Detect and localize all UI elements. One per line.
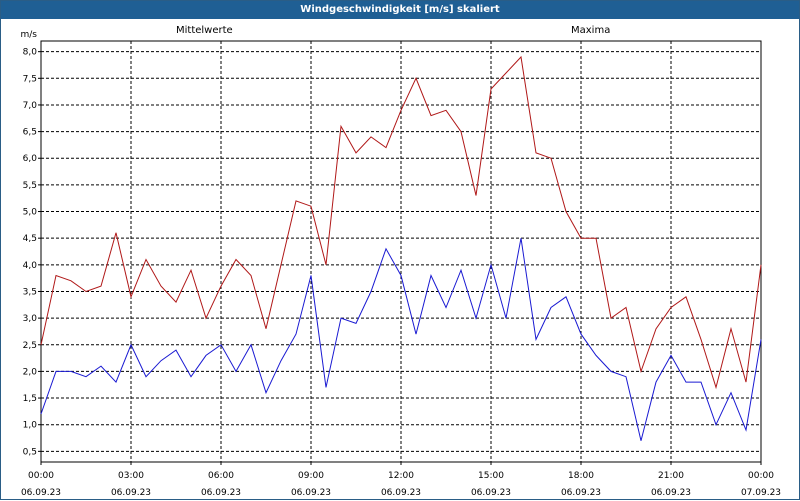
legend-mittelwerte: Mittelwerte xyxy=(176,25,233,36)
x-tick-time-label: 03:00 xyxy=(118,471,144,481)
x-tick-date-label: 06.09.23 xyxy=(111,488,151,498)
y-tick-label: 0,5 xyxy=(23,447,37,457)
y-tick-label: 2,5 xyxy=(23,341,37,351)
x-tick-time-label: 12:00 xyxy=(388,471,414,481)
x-tick-time-label: 00:00 xyxy=(28,471,54,481)
y-tick-label: 5,5 xyxy=(23,181,37,191)
y-tick-label: 1,0 xyxy=(23,421,38,431)
x-tick-time-label: 00:00 xyxy=(748,471,774,481)
x-tick-time-label: 21:00 xyxy=(658,471,684,481)
x-tick-date-label: 07.09.23 xyxy=(741,488,781,498)
y-tick-label: 6,5 xyxy=(23,128,37,138)
x-tick-date-label: 06.09.23 xyxy=(471,488,511,498)
x-tick-time-label: 18:00 xyxy=(568,471,594,481)
x-tick-date-label: 06.09.23 xyxy=(651,488,691,498)
y-tick-label: 4,0 xyxy=(23,261,38,271)
series-line-maxima xyxy=(40,55,762,390)
y-tick-label: 5,0 xyxy=(23,208,38,218)
x-tick-date-label: 06.09.23 xyxy=(381,488,421,498)
chart-title: Windgeschwindigkeit [m/s] skaliert xyxy=(1,1,799,19)
x-tick-time-label: 15:00 xyxy=(478,471,504,481)
legend-maxima: Maxima xyxy=(571,25,611,36)
x-tick-date-label: 06.09.23 xyxy=(561,488,601,498)
x-tick-date-label: 06.09.23 xyxy=(201,488,241,498)
x-tick-time-label: 06:00 xyxy=(208,471,234,481)
series-line-mittelwerte xyxy=(40,238,762,441)
y-tick-label: 7,0 xyxy=(23,101,38,111)
y-tick-label: 6,0 xyxy=(23,154,38,164)
y-tick-label: 3,0 xyxy=(23,314,38,324)
y-tick-label: 3,5 xyxy=(23,287,37,297)
x-tick-date-label: 06.09.23 xyxy=(291,488,331,498)
y-tick-label: 1,5 xyxy=(23,394,37,404)
y-tick-label: 4,5 xyxy=(23,234,37,244)
y-axis-label: m/s xyxy=(21,30,38,40)
y-tick-label: 7,5 xyxy=(23,74,37,84)
x-tick-time-label: 09:00 xyxy=(298,471,324,481)
x-tick-date-label: 06.09.23 xyxy=(21,488,61,498)
y-tick-label: 8,0 xyxy=(23,48,38,58)
y-tick-label: 2,0 xyxy=(23,367,38,377)
